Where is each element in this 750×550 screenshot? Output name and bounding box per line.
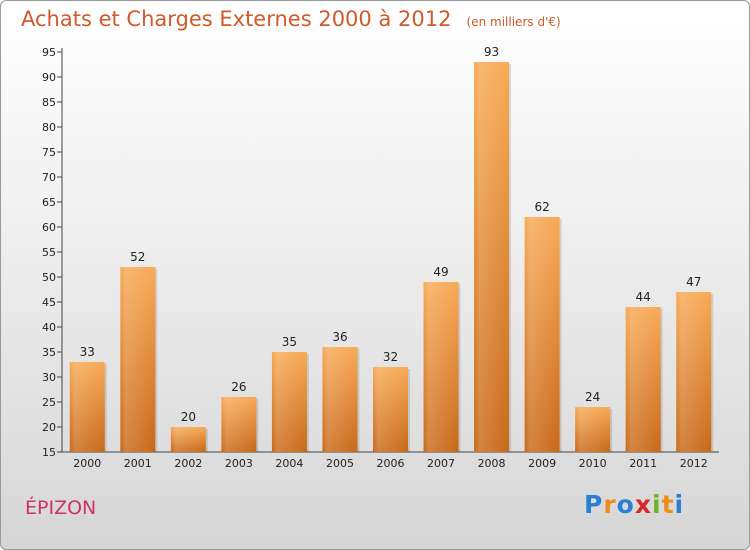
bar-highlight	[575, 407, 611, 452]
y-tick-label: 20	[42, 421, 56, 434]
data-label: 24	[585, 390, 600, 404]
y-tick-label: 95	[42, 46, 56, 59]
data-label: 93	[484, 45, 499, 59]
bar-highlight	[69, 362, 105, 452]
data-label: 36	[332, 330, 347, 344]
bar-highlight	[170, 427, 206, 452]
data-label: 52	[130, 250, 145, 264]
chart-title: Achats et Charges Externes 2000 à 2012	[21, 7, 452, 31]
y-tick-label: 25	[42, 396, 56, 409]
x-tick-label: 2006	[377, 457, 405, 470]
logo-letter: i	[674, 490, 685, 519]
commune-name: ÉPIZON	[25, 497, 97, 519]
y-tick-label: 65	[42, 196, 56, 209]
data-label: 49	[433, 265, 448, 279]
logo-letter: t	[661, 490, 675, 519]
bar-highlight	[120, 267, 156, 452]
y-tick-label: 35	[42, 346, 56, 359]
data-label: 44	[636, 290, 651, 304]
proxiti-logo[interactable]: Proxiti	[584, 490, 684, 519]
logo-letter: i	[652, 490, 662, 519]
y-tick-label: 80	[42, 121, 56, 134]
y-tick-label: 70	[42, 171, 56, 184]
bar-highlight	[625, 307, 661, 452]
x-tick-label: 2008	[478, 457, 506, 470]
x-tick-label: 2004	[275, 457, 303, 470]
labels-group: 33 2000 52 2001 20 2002 26 2003 35 2004 36 2005 32 20…	[73, 45, 707, 470]
data-label: 32	[383, 350, 398, 364]
bar-highlight	[373, 367, 408, 452]
data-label: 47	[686, 275, 701, 289]
y-tick-label: 15	[42, 446, 56, 459]
y-tick-label: 75	[42, 146, 56, 159]
bar-highlight	[524, 217, 560, 452]
x-tick-label: 2012	[680, 457, 708, 470]
data-label: 20	[181, 410, 196, 424]
logo-letter: r	[603, 490, 617, 519]
x-tick-label: 2007	[427, 457, 455, 470]
bar-highlight	[221, 397, 257, 452]
x-tick-label: 2005	[326, 457, 354, 470]
x-tick-label: 2001	[124, 457, 152, 470]
logo-letter: x	[634, 490, 652, 519]
x-tick-label: 2000	[73, 457, 101, 470]
logo-letter: o	[616, 490, 635, 519]
data-label: 62	[534, 200, 549, 214]
title-row: Achats et Charges Externes 2000 à 2012 (…	[21, 7, 561, 31]
bar-highlight	[474, 62, 510, 452]
x-tick-label: 2003	[225, 457, 253, 470]
bar-highlight	[423, 282, 459, 452]
x-tick-label: 2002	[174, 457, 202, 470]
chart-unit: (en milliers d'€)	[466, 15, 561, 29]
y-tick-label: 85	[42, 96, 56, 109]
y-tick-label: 50	[42, 271, 56, 284]
y-tick-label: 45	[42, 296, 56, 309]
data-label: 35	[282, 335, 297, 349]
y-tick-label: 55	[42, 246, 56, 259]
bar-highlight	[271, 352, 307, 452]
logo-letter: P	[584, 490, 604, 519]
x-tick-label: 2010	[579, 457, 607, 470]
y-tick-label: 90	[42, 71, 56, 84]
axes: 15 20 25 30 35 40 45 50 55 60 65 70 75 80 85 90 95	[42, 46, 719, 459]
bar-highlight	[676, 292, 712, 452]
bars-group	[69, 62, 714, 452]
x-tick-label: 2009	[528, 457, 556, 470]
y-tick-label: 60	[42, 221, 56, 234]
y-tick-label: 30	[42, 371, 56, 384]
x-tick-label: 2011	[629, 457, 657, 470]
data-label: 26	[231, 380, 246, 394]
bar-highlight	[322, 347, 358, 452]
y-tick-label: 40	[42, 321, 56, 334]
data-label: 33	[80, 345, 95, 359]
